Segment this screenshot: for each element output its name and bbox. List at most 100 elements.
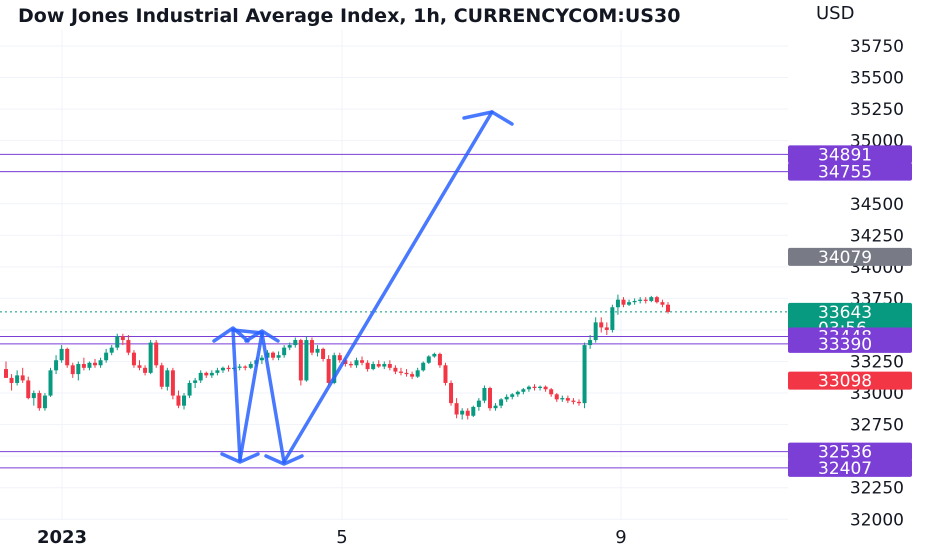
- candle[interactable]: [571, 398, 576, 405]
- price-label-badge[interactable]: 33098: [788, 371, 912, 392]
- candle[interactable]: [348, 361, 353, 368]
- candle[interactable]: [154, 340, 159, 368]
- candle[interactable]: [304, 336, 309, 382]
- candle[interactable]: [237, 364, 242, 371]
- candle[interactable]: [593, 317, 598, 343]
- candle[interactable]: [98, 357, 103, 368]
- candle[interactable]: [532, 384, 537, 391]
- candle[interactable]: [615, 294, 620, 315]
- candle[interactable]: [165, 367, 170, 391]
- candle[interactable]: [20, 367, 25, 383]
- candle[interactable]: [143, 365, 148, 376]
- candle[interactable]: [443, 362, 448, 386]
- candle[interactable]: [449, 380, 454, 406]
- candle[interactable]: [93, 358, 98, 368]
- candle[interactable]: [354, 357, 359, 368]
- price-label-badge[interactable]: 34755: [788, 162, 912, 183]
- arrow-segment-4[interactable]: [282, 110, 494, 464]
- currency-label[interactable]: USD: [816, 3, 855, 24]
- candle[interactable]: [148, 340, 153, 375]
- candle[interactable]: [582, 342, 587, 409]
- candle[interactable]: [365, 360, 370, 372]
- candle[interactable]: [159, 362, 164, 390]
- arrow-segment-0[interactable]: [231, 328, 242, 462]
- candle[interactable]: [493, 403, 498, 411]
- candle[interactable]: [104, 348, 109, 363]
- candle[interactable]: [482, 385, 487, 404]
- candle[interactable]: [465, 408, 470, 420]
- candle[interactable]: [54, 355, 59, 375]
- candle[interactable]: [220, 366, 225, 373]
- candle[interactable]: [26, 376, 31, 400]
- candle[interactable]: [660, 299, 665, 308]
- candle[interactable]: [632, 298, 637, 305]
- candle[interactable]: [560, 395, 565, 402]
- candle[interactable]: [315, 345, 320, 357]
- candle[interactable]: [259, 355, 264, 365]
- candle[interactable]: [282, 345, 287, 358]
- candle[interactable]: [543, 385, 548, 392]
- candle[interactable]: [387, 360, 392, 371]
- candle[interactable]: [415, 367, 420, 378]
- candle[interactable]: [42, 393, 47, 411]
- candle[interactable]: [226, 365, 231, 372]
- candle[interactable]: [271, 351, 276, 361]
- candle[interactable]: [37, 390, 42, 411]
- candle[interactable]: [126, 334, 131, 356]
- candle[interactable]: [404, 369, 409, 377]
- candle[interactable]: [337, 352, 342, 363]
- candle[interactable]: [109, 345, 114, 356]
- candle[interactable]: [471, 405, 476, 418]
- candle[interactable]: [432, 352, 437, 358]
- price-label-badge[interactable]: 32407: [788, 458, 912, 479]
- candle[interactable]: [65, 347, 70, 368]
- candle[interactable]: [76, 361, 81, 381]
- candle[interactable]: [643, 297, 648, 304]
- candle[interactable]: [654, 295, 659, 304]
- candle[interactable]: [599, 317, 604, 333]
- candle[interactable]: [610, 304, 615, 333]
- candle[interactable]: [115, 333, 120, 351]
- candle[interactable]: [549, 388, 554, 397]
- candle[interactable]: [176, 390, 181, 409]
- arrow-segment-3[interactable]: [260, 331, 286, 464]
- candle[interactable]: [382, 361, 387, 370]
- candle[interactable]: [137, 360, 142, 371]
- candle[interactable]: [276, 351, 281, 361]
- candle[interactable]: [198, 370, 203, 383]
- candle[interactable]: [215, 367, 220, 376]
- candle[interactable]: [248, 361, 253, 370]
- candle[interactable]: [326, 355, 331, 386]
- candle[interactable]: [209, 370, 214, 378]
- candle[interactable]: [193, 377, 198, 389]
- candle[interactable]: [499, 398, 504, 409]
- candle[interactable]: [309, 337, 314, 356]
- candle[interactable]: [666, 302, 670, 314]
- candle[interactable]: [604, 322, 609, 335]
- candle[interactable]: [649, 295, 654, 303]
- candle[interactable]: [521, 388, 526, 395]
- candle[interactable]: [426, 355, 431, 365]
- price-label-badge[interactable]: 33390: [788, 334, 912, 355]
- candle[interactable]: [4, 361, 8, 378]
- candle[interactable]: [437, 352, 442, 368]
- candle[interactable]: [476, 398, 481, 411]
- candle[interactable]: [87, 361, 92, 371]
- candle[interactable]: [371, 361, 376, 371]
- candle[interactable]: [627, 299, 632, 306]
- candle[interactable]: [526, 385, 531, 392]
- candle[interactable]: [360, 356, 365, 366]
- candle[interactable]: [59, 345, 64, 363]
- candle[interactable]: [538, 385, 543, 391]
- candle[interactable]: [298, 338, 303, 386]
- candle[interactable]: [487, 386, 492, 411]
- candle[interactable]: [515, 390, 520, 397]
- candle[interactable]: [410, 371, 415, 380]
- candle[interactable]: [376, 360, 381, 368]
- arrow-segment-2[interactable]: [238, 331, 264, 462]
- candle[interactable]: [204, 371, 209, 378]
- candle[interactable]: [120, 333, 125, 346]
- candle[interactable]: [565, 395, 570, 404]
- candle[interactable]: [398, 367, 403, 376]
